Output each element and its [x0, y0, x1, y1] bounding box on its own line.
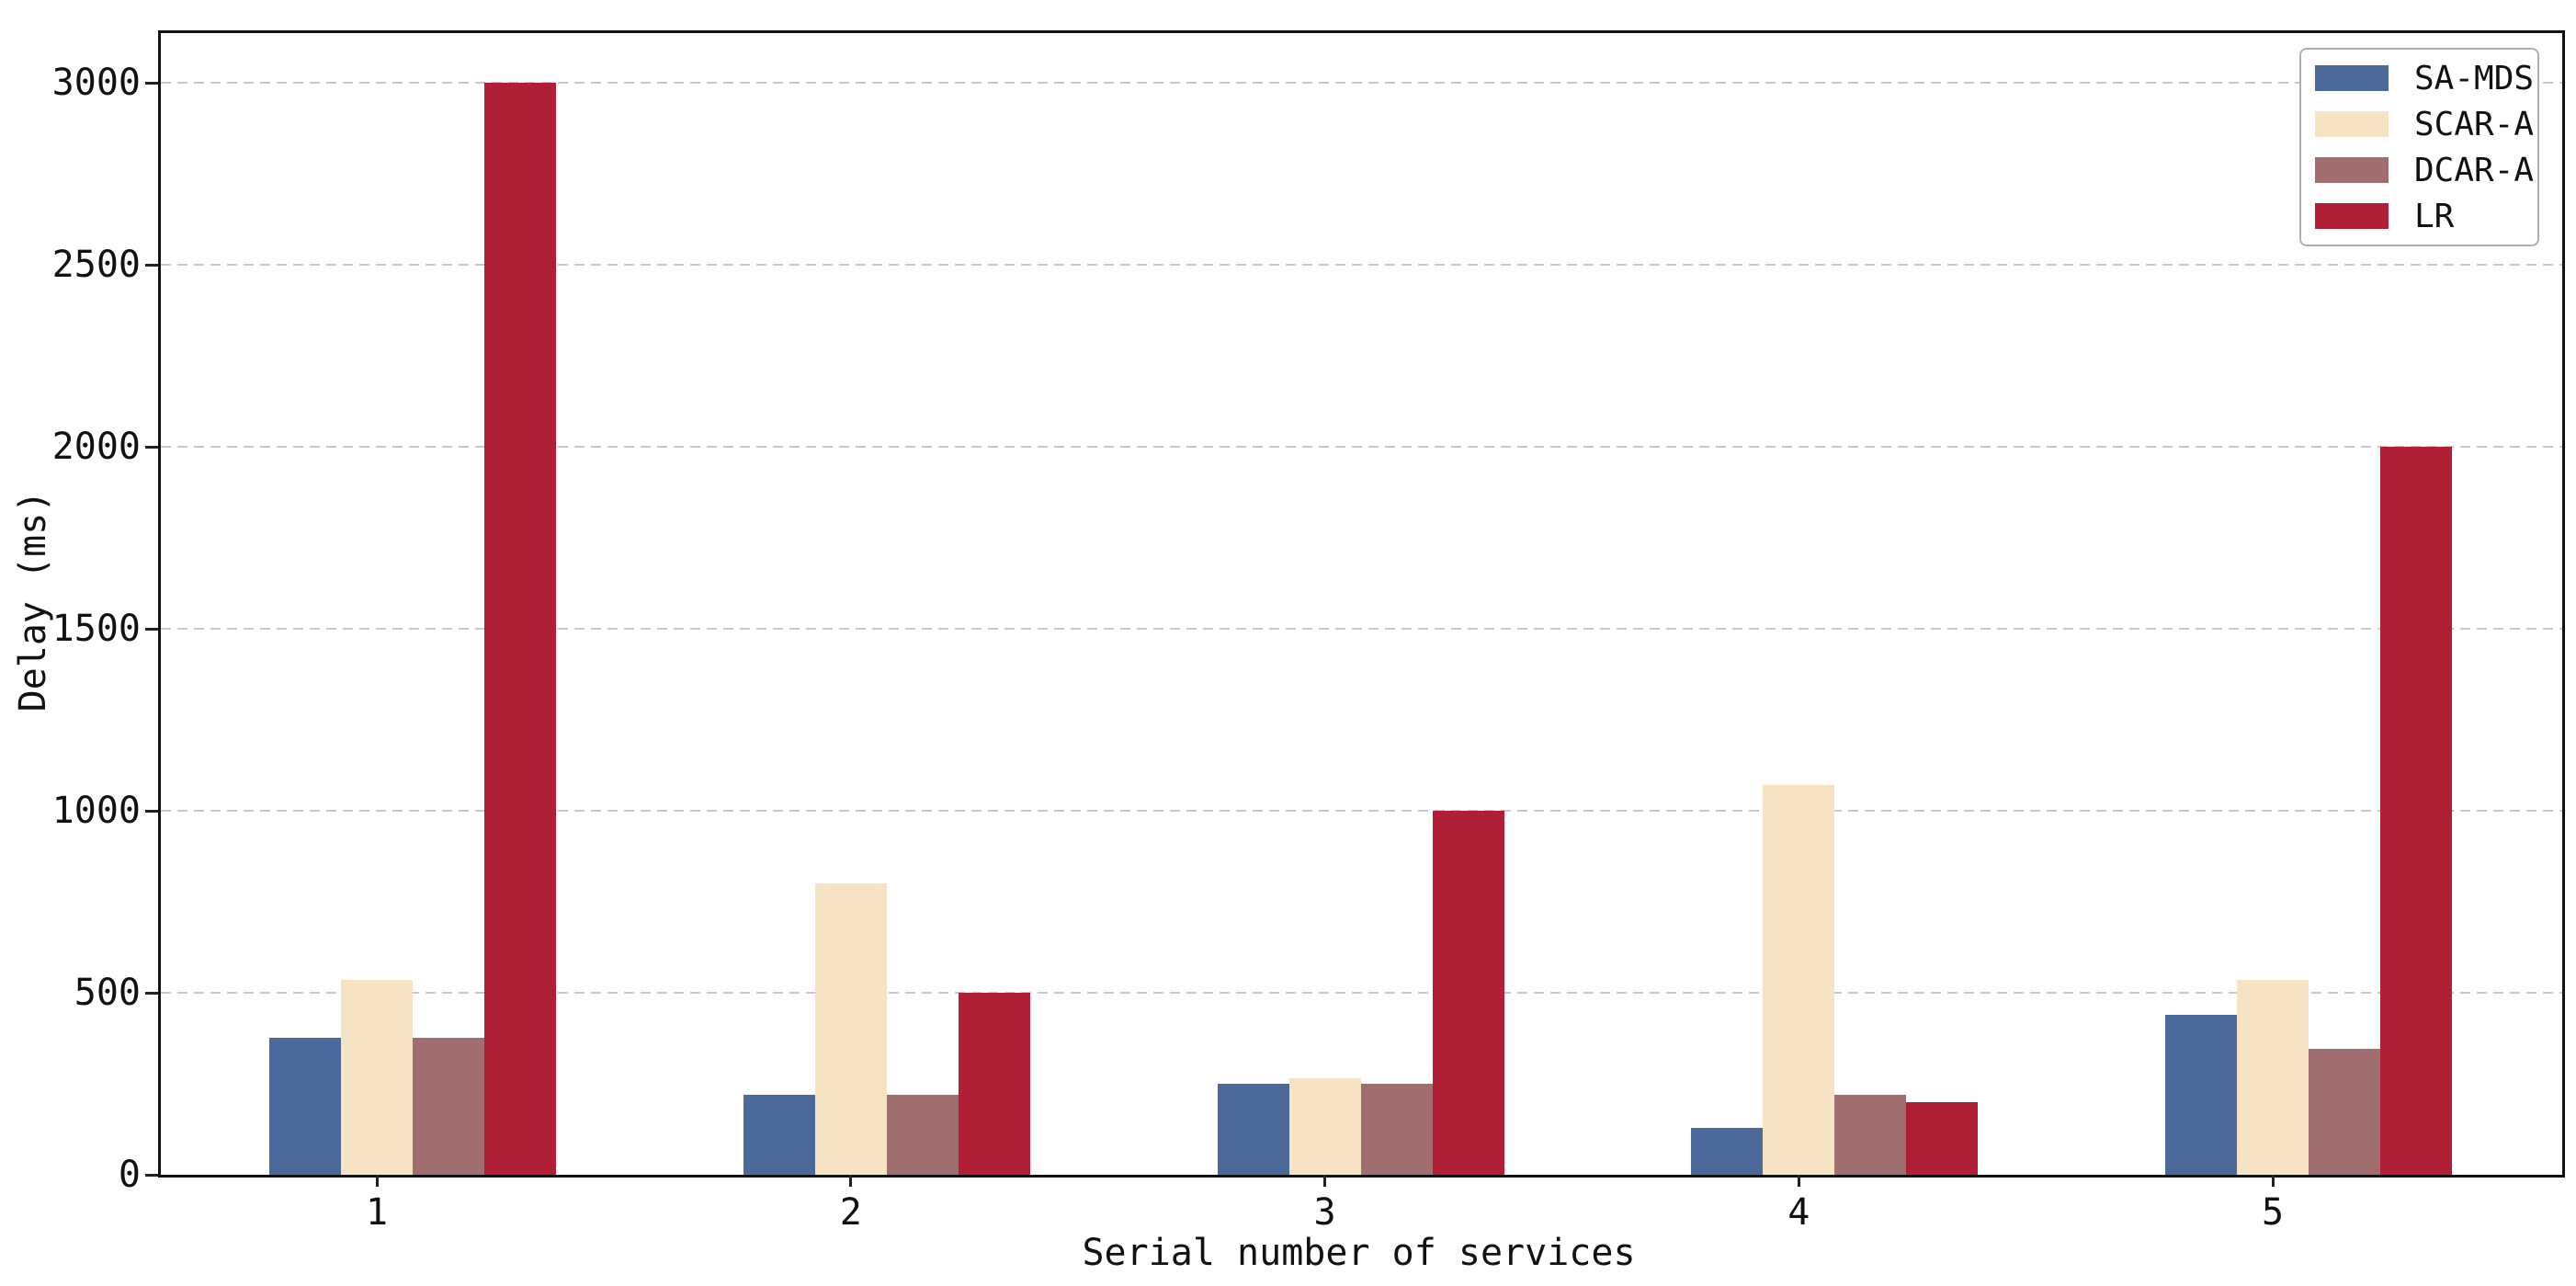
legend-item-SCAR-A: SCAR-A	[2301, 106, 2537, 143]
x-tick-1	[375, 1175, 379, 1187]
bar-SCAR-A-5	[2237, 980, 2309, 1175]
legend: SA-MDS SCAR-A DCAR-A LR	[2299, 48, 2539, 246]
gridline-500	[161, 992, 2562, 994]
bar-DCAR-A-3	[1360, 1084, 1433, 1175]
gridline-1500	[161, 628, 2562, 630]
y-tick-500	[145, 991, 158, 995]
x-tick-label: 4	[1787, 1191, 1810, 1234]
x-tick-5	[2271, 1175, 2275, 1187]
legend-label: SA-MDS	[2414, 59, 2535, 97]
legend-label: DCAR-A	[2414, 151, 2535, 189]
legend-item-DCAR-A: DCAR-A	[2301, 152, 2537, 189]
legend-swatch-SA-MDS	[2315, 65, 2389, 91]
y-tick-label: 500	[74, 972, 141, 1014]
y-tick-2500	[145, 263, 158, 267]
bar-SA-MDS-5	[2165, 1015, 2237, 1175]
legend-swatch-DCAR-A	[2315, 157, 2389, 183]
bar-LR-4	[1906, 1102, 1979, 1175]
y-tick-3000	[145, 81, 158, 85]
bar-SCAR-A-4	[1763, 785, 1835, 1175]
bar-SA-MDS-3	[1217, 1084, 1289, 1175]
legend-label: SCAR-A	[2414, 105, 2535, 143]
bar-DCAR-A-4	[1834, 1095, 1907, 1175]
bar-DCAR-A-5	[2309, 1049, 2380, 1175]
x-tick-3	[1323, 1175, 1326, 1187]
gridline-3000	[161, 82, 2562, 84]
y-tick-label: 2500	[51, 244, 141, 286]
bar-SA-MDS-2	[743, 1095, 815, 1175]
bar-LR-1	[484, 83, 556, 1175]
legend-label: LR	[2414, 197, 2455, 235]
bar-SA-MDS-4	[1691, 1128, 1764, 1175]
bar-SCAR-A-3	[1288, 1078, 1361, 1175]
bar-DCAR-A-1	[413, 1038, 484, 1175]
y-tick-0	[145, 1173, 158, 1177]
bar-LR-2	[958, 993, 1030, 1175]
plot-area: 0 500 1000 1500 2000 2500 3000 1 2 3 4 5	[52, 30, 2565, 1234]
bar-DCAR-A-2	[886, 1095, 959, 1175]
legend-swatch-LR	[2315, 203, 2389, 229]
legend-swatch-SCAR-A	[2315, 111, 2389, 137]
y-tick-label: 0	[118, 1154, 141, 1196]
bar-LR-3	[1432, 811, 1504, 1175]
y-tick-1000	[145, 809, 158, 813]
y-tick-label: 1500	[51, 608, 141, 650]
x-axis-label: Serial number of services	[1082, 1232, 1636, 1274]
x-tick-2	[849, 1175, 853, 1187]
bar-SCAR-A-1	[341, 980, 413, 1175]
x-tick-4	[1797, 1175, 1800, 1187]
x-tick-label: 5	[2261, 1191, 2285, 1234]
gridline-2500	[161, 264, 2562, 266]
y-tick-label: 3000	[51, 62, 141, 104]
x-tick-label: 2	[839, 1191, 862, 1234]
bar-SA-MDS-1	[269, 1038, 341, 1175]
legend-item-LR: LR	[2301, 198, 2537, 235]
y-tick-label: 1000	[51, 790, 141, 832]
gridline-1000	[161, 810, 2562, 812]
gridline-2000	[161, 446, 2562, 448]
x-tick-label: 1	[365, 1191, 389, 1234]
y-tick-2000	[145, 445, 158, 449]
y-tick-1500	[145, 627, 158, 631]
x-tick-label: 3	[1313, 1191, 1336, 1234]
bar-SCAR-A-2	[814, 883, 887, 1175]
y-tick-label: 2000	[51, 426, 141, 468]
legend-item-SA-MDS: SA-MDS	[2301, 60, 2537, 97]
y-axis-label: Delay (ms)	[12, 490, 54, 712]
bar-LR-5	[2380, 447, 2452, 1175]
